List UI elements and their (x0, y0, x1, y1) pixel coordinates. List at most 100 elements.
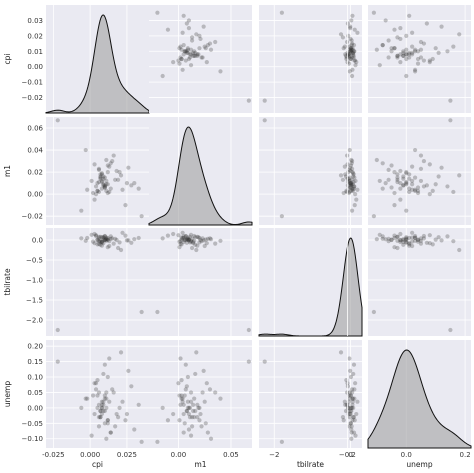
y-tick-label: −0.10 (22, 435, 43, 443)
scatter-point (108, 186, 113, 191)
scatter-point (99, 240, 105, 245)
scatter-point (96, 402, 102, 407)
scatter-point (386, 236, 391, 241)
scatter-point (99, 186, 105, 191)
scatter-point (374, 47, 379, 52)
scatter-point (395, 55, 400, 60)
scatter-point (110, 236, 115, 241)
y-tick-label: −2.0 (26, 317, 43, 325)
scatter-point (92, 162, 97, 167)
scatter-point (448, 118, 453, 123)
scatter-point (347, 69, 352, 74)
scatter-point (412, 147, 418, 153)
scatter-point (107, 239, 112, 244)
scatter-point (353, 192, 358, 197)
scatter-point (392, 203, 397, 208)
scatter-point (189, 245, 195, 251)
scatter-point (346, 190, 352, 196)
scatter-point (218, 69, 223, 74)
scatter-point (188, 433, 194, 438)
scatter-point (401, 50, 406, 55)
scatter-point (171, 59, 176, 65)
scatter-point (380, 43, 385, 48)
scatter-point (79, 236, 84, 241)
scatter-point (418, 166, 424, 171)
scatter-point (160, 405, 165, 410)
scatter-point (116, 415, 121, 420)
scatter-point (117, 240, 122, 245)
scatter-point (351, 171, 356, 176)
scatter-point (421, 158, 427, 164)
scatter-point (418, 178, 424, 184)
scatter-point (350, 187, 355, 192)
scatter-point (195, 52, 200, 57)
scatter-point (183, 362, 188, 367)
scatter-point (398, 181, 403, 186)
scatter-point (383, 18, 388, 23)
scatter-point (348, 421, 353, 426)
scatter-point (350, 186, 355, 191)
scatter-point (421, 58, 427, 63)
scatter-point (246, 359, 251, 364)
scatter-point (180, 67, 185, 72)
scatter-point (96, 167, 102, 172)
scatter-point (188, 52, 194, 57)
scatter-point (395, 234, 400, 239)
scatter-point (410, 243, 415, 249)
scatter-point (195, 243, 200, 248)
scatter-point (99, 171, 105, 176)
scatter-point (111, 390, 116, 395)
scatter-point (95, 242, 100, 247)
scatter-point (191, 241, 196, 246)
scatter-point (183, 387, 188, 392)
scatter-point (395, 179, 400, 185)
scatter-point (348, 405, 353, 410)
scatter-point (186, 26, 192, 31)
scatter-point (183, 58, 188, 63)
scatter-point (105, 374, 110, 380)
scatter-point (352, 27, 357, 32)
scatter-point (195, 53, 200, 59)
scatter-point (353, 63, 358, 68)
scatter-point (377, 63, 382, 68)
scatter-point (192, 238, 197, 243)
scatter-point (165, 27, 171, 32)
scatter-point (123, 233, 128, 238)
scatter-point (412, 235, 418, 240)
scatter-point (348, 185, 353, 190)
scatter-point (205, 236, 210, 241)
scatter-point (95, 237, 100, 243)
scatter-point (392, 27, 397, 32)
scatter-point (192, 396, 197, 401)
scatter-point (346, 33, 351, 38)
scatter-point (102, 185, 107, 190)
scatter-point (193, 53, 198, 59)
scatter-point (102, 421, 107, 426)
scatter-point (202, 243, 207, 249)
scatter-point (105, 421, 110, 426)
scatter-point (98, 176, 103, 181)
scatter-point (191, 408, 196, 414)
scatter-point (176, 233, 181, 238)
scatter-point (404, 73, 409, 79)
scatter-point (401, 49, 406, 54)
kde-curve-unemp (367, 349, 472, 449)
scatter-point (99, 239, 105, 244)
scatter-point (118, 247, 124, 253)
scatter-point (101, 241, 106, 246)
scatter-point (343, 172, 348, 177)
scatter-point (404, 237, 409, 243)
y-tick-label: 0.00 (27, 404, 43, 412)
scatter-point (407, 50, 412, 55)
scatter-point (83, 147, 88, 153)
scatter-point (346, 393, 352, 398)
scatter-point (179, 235, 184, 240)
scatter-point (197, 46, 202, 51)
scatter-point (398, 186, 403, 191)
scatter-point (338, 350, 344, 355)
scatter-point (377, 232, 382, 237)
panel-cpi-vs-tbilrate (259, 5, 362, 113)
scatter-point (176, 381, 181, 386)
scatter-point (415, 237, 421, 243)
scatter-point (398, 52, 403, 57)
